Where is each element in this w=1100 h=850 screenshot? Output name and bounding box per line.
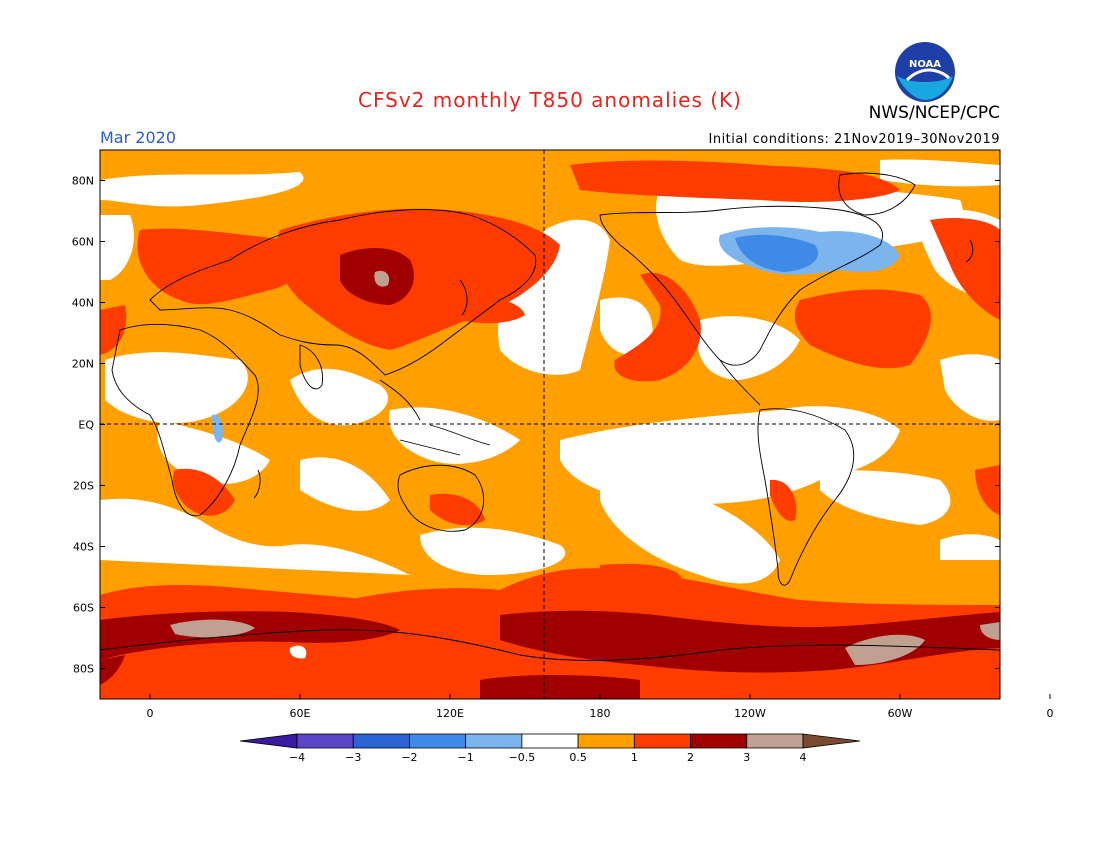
colorbar-label: 3 bbox=[743, 751, 750, 764]
colorbar-swatch bbox=[352, 733, 410, 749]
agency-label: NWS/NCEP/CPC bbox=[868, 103, 1000, 123]
month-label: Mar 2020 bbox=[100, 128, 176, 147]
colorbar-label: 0.5 bbox=[569, 751, 587, 764]
noaa-logo-gull bbox=[905, 68, 951, 82]
lat-label: 80S bbox=[73, 663, 94, 676]
colorbar-swatch bbox=[746, 733, 804, 749]
colorbar-label: −2 bbox=[401, 751, 417, 764]
noaa-logo-wave bbox=[897, 76, 953, 100]
lat-label: 60S bbox=[73, 602, 94, 615]
colorbar-arrow-high bbox=[802, 733, 861, 749]
lon-label: 120W bbox=[734, 707, 766, 720]
lon-label: 120E bbox=[436, 707, 464, 720]
colorbar-swatch bbox=[633, 733, 691, 749]
colorbar-swatch bbox=[577, 733, 635, 749]
lon-label: 60W bbox=[888, 707, 913, 720]
lon-axis: 0 60E 120E 180 120W 60W 0 bbox=[147, 694, 1054, 720]
chart-title: CFSv2 monthly T850 anomalies (K) bbox=[358, 88, 742, 112]
coastlines bbox=[100, 172, 1000, 661]
lon-label: 0 bbox=[1047, 707, 1054, 720]
initial-conditions: Initial conditions: 21Nov2019–30Nov2019 bbox=[708, 132, 1000, 147]
colorbar-label: −0.5 bbox=[509, 751, 536, 764]
colorbar-swatch bbox=[521, 733, 579, 749]
lat-label: 80N bbox=[72, 175, 94, 188]
noaa-logo: NOAA bbox=[895, 42, 955, 102]
lon-label: 0 bbox=[147, 707, 154, 720]
lat-axis: 80N 60N 40N 20N EQ 20S 40S 60S 80S bbox=[72, 175, 1000, 676]
colorbar-label: 1 bbox=[631, 751, 638, 764]
colorbar-swatch bbox=[296, 733, 354, 749]
lat-label: 20S bbox=[73, 480, 94, 493]
colorbar-swatch bbox=[690, 733, 748, 749]
colorbar-label: 4 bbox=[800, 751, 807, 764]
colorbar-arrow-low bbox=[239, 733, 298, 749]
colorbar-swatch bbox=[465, 733, 523, 749]
lon-label: 60E bbox=[290, 707, 311, 720]
lat-label: 40N bbox=[72, 297, 94, 310]
noaa-logo-text: NOAA bbox=[909, 59, 941, 70]
colorbar-label: −4 bbox=[289, 751, 305, 764]
colorbar-label: −3 bbox=[345, 751, 361, 764]
lat-label: 20N bbox=[72, 358, 94, 371]
lat-label: 40S bbox=[73, 541, 94, 554]
colorbar-label: 2 bbox=[687, 751, 694, 764]
colorbar: −4 −3 −2 −1 −0.5 0.5 1 2 3 4 bbox=[239, 733, 861, 764]
lat-label: 60N bbox=[72, 236, 94, 249]
lat-label: EQ bbox=[78, 419, 94, 432]
lon-label: 180 bbox=[590, 707, 611, 720]
colorbar-label: −1 bbox=[458, 751, 474, 764]
colorbar-swatch bbox=[409, 733, 467, 749]
